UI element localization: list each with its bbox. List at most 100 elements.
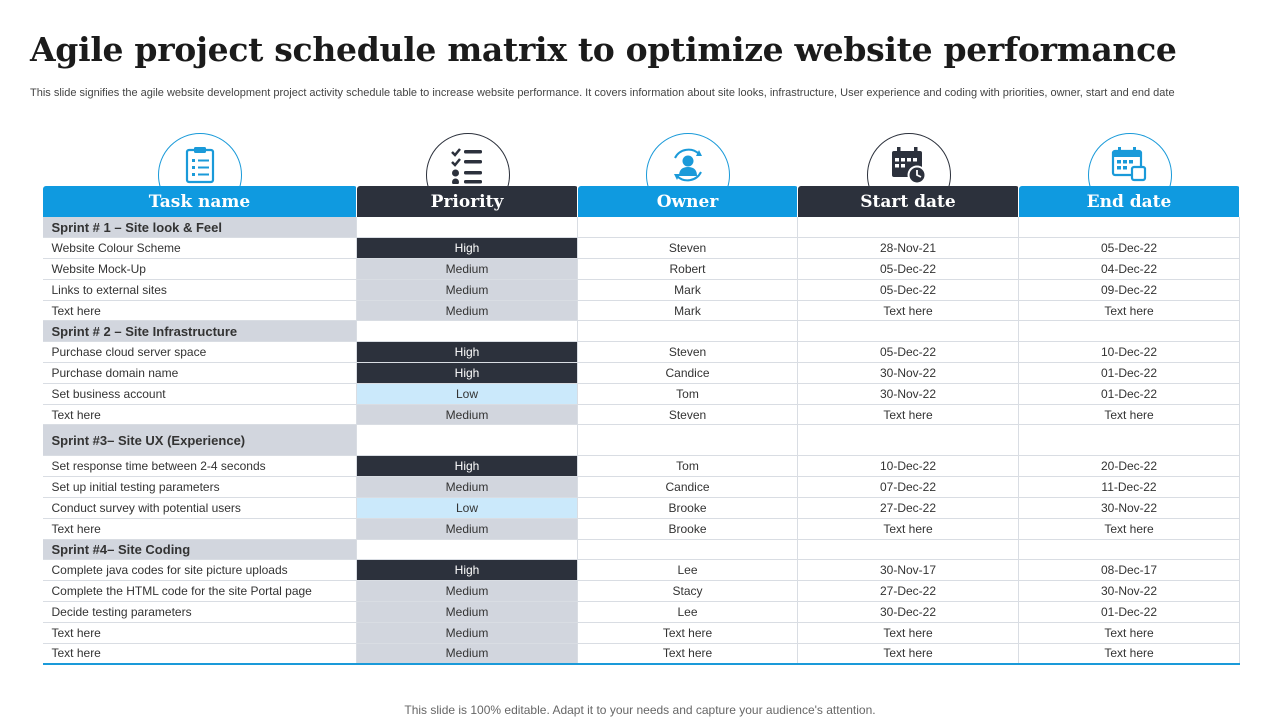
start-date-cell: 27-Dec-22 xyxy=(797,497,1019,519)
end-date-cell: 04-Dec-22 xyxy=(1018,258,1240,280)
start-date-cell: 28-Nov-21 xyxy=(797,237,1019,260)
header-icons xyxy=(42,132,1239,188)
priority-list-icon xyxy=(451,148,482,184)
owner-cell: Brooke xyxy=(577,497,798,519)
owner-cell: Text here xyxy=(577,622,798,644)
start-date-cell: 30-Dec-22 xyxy=(797,601,1019,623)
end-date-cell: Text here xyxy=(1018,643,1240,665)
page-title: Agile project schedule matrix to optimiz… xyxy=(30,30,1177,69)
sprint-row: Sprint # 2 – Site Infrastructure xyxy=(42,320,1240,343)
priority-cell: High xyxy=(356,559,578,582)
task-name-cell: Decide testing parameters xyxy=(42,601,357,623)
header-row: Task name Priority Owner Start date End … xyxy=(42,186,1240,217)
start-date-cell: 30-Nov-17 xyxy=(797,559,1019,582)
table-row: Set business account Low Tom 30-Nov-22 01-De… xyxy=(42,383,1240,405)
end-date-cell: 30-Nov-22 xyxy=(1018,497,1240,519)
end-date-cell: Text here xyxy=(1018,404,1240,426)
task-name-cell: Set response time between 2-4 seconds xyxy=(42,455,357,478)
end-date-cell: 08-Dec-17 xyxy=(1018,559,1240,582)
sprint-empty-cell xyxy=(577,539,798,561)
task-name-cell: Purchase cloud server space xyxy=(42,341,357,364)
sprint-label: Sprint #4– Site Coding xyxy=(42,539,357,561)
start-date-cell: Text here xyxy=(797,622,1019,644)
priority-cell: Medium xyxy=(356,258,578,280)
end-date-cell: 30-Nov-22 xyxy=(1018,580,1240,603)
end-date-cell: Text here xyxy=(1018,622,1240,644)
table-row: Set up initial testing parameters Medium C… xyxy=(42,476,1240,499)
start-date-cell: Text here xyxy=(797,643,1019,665)
table-row: Text here Medium Steven Text here Text here xyxy=(42,404,1240,426)
task-name-cell: Website Mock-Up xyxy=(42,258,357,280)
task-name-cell: Text here xyxy=(42,622,357,644)
icon-slot-task xyxy=(157,132,243,188)
calendar-clock-icon xyxy=(892,147,927,185)
priority-cell: Medium xyxy=(356,300,578,322)
start-date-cell: 30-Nov-22 xyxy=(797,362,1019,384)
start-date-cell: 30-Nov-22 xyxy=(797,383,1019,405)
task-name-cell: Set up initial testing parameters xyxy=(42,476,357,499)
sprint-label: Sprint #3– Site UX (Experience) xyxy=(42,424,357,457)
start-date-cell: Text here xyxy=(797,404,1019,426)
table-row: Text here Medium Mark Text here Text here xyxy=(42,300,1240,322)
sprint-empty-cell xyxy=(577,424,798,457)
start-date-cell: 07-Dec-22 xyxy=(797,476,1019,499)
sprint-empty-cell xyxy=(356,320,578,343)
table-row: Set response time between 2-4 seconds Hig… xyxy=(42,455,1240,478)
priority-cell: Medium xyxy=(356,476,578,499)
end-date-cell: 09-Dec-22 xyxy=(1018,279,1240,301)
sprint-empty-cell xyxy=(797,217,1019,239)
start-date-cell: 05-Dec-22 xyxy=(797,258,1019,280)
sprint-row: Sprint #3– Site UX (Experience) xyxy=(42,424,1240,457)
page-subtitle: This slide signifies the agile website d… xyxy=(30,87,1175,99)
task-name-cell: Text here xyxy=(42,643,357,665)
start-date-cell: 10-Dec-22 xyxy=(797,455,1019,478)
task-name-cell: Set business account xyxy=(42,383,357,405)
end-date-cell: 05-Dec-22 xyxy=(1018,237,1240,260)
priority-cell: Low xyxy=(356,497,578,519)
owner-cell: Robert xyxy=(577,258,798,280)
sprint-empty-cell xyxy=(1018,217,1240,239)
table-row: Links to external sites Medium Mark 05-Dec-… xyxy=(42,279,1240,301)
end-date-cell: 11-Dec-22 xyxy=(1018,476,1240,499)
table-row: Conduct survey with potential users Low Br… xyxy=(42,497,1240,519)
task-name-cell: Purchase domain name xyxy=(42,362,357,384)
task-name-cell: Text here xyxy=(42,518,357,540)
table-row: Decide testing parameters Medium Lee 30-Dec… xyxy=(42,601,1240,623)
task-name-cell: Conduct survey with potential users xyxy=(42,497,357,519)
task-name-cell: Text here xyxy=(42,300,357,322)
icon-slot-priority xyxy=(425,132,511,188)
footer-note: This slide is 100% editable. Adapt it to… xyxy=(404,703,876,717)
sprint-empty-cell xyxy=(797,320,1019,343)
owner-cell: Mark xyxy=(577,279,798,301)
table-row: Text here Medium Text here Text here Text he… xyxy=(42,622,1240,644)
owner-cell: Text here xyxy=(577,643,798,665)
end-date-cell: 20-Dec-22 xyxy=(1018,455,1240,478)
priority-cell: Medium xyxy=(356,601,578,623)
priority-cell: High xyxy=(356,341,578,364)
owner-cell: Lee xyxy=(577,601,798,623)
start-date-cell: 05-Dec-22 xyxy=(797,279,1019,301)
table-row: Website Mock-Up Medium Robert 05-Dec-22 04-D… xyxy=(42,258,1240,280)
end-date-cell: 01-Dec-22 xyxy=(1018,601,1240,623)
sprint-empty-cell xyxy=(356,217,578,239)
owner-cell: Mark xyxy=(577,300,798,322)
priority-cell: Medium xyxy=(356,404,578,426)
task-name-cell: Links to external sites xyxy=(42,279,357,301)
end-date-cell: Text here xyxy=(1018,300,1240,322)
end-date-cell: 10-Dec-22 xyxy=(1018,341,1240,364)
sprint-row: Sprint # 1 – Site look & Feel xyxy=(42,217,1240,239)
priority-cell: High xyxy=(356,362,578,384)
sprint-row: Sprint #4– Site Coding xyxy=(42,539,1240,561)
header-end-date: End date xyxy=(1018,186,1240,217)
sprint-empty-cell xyxy=(797,539,1019,561)
header-task-name: Task name xyxy=(42,186,357,217)
table-row: Purchase cloud server space High Steven 05-… xyxy=(42,341,1240,364)
owner-cell: Steven xyxy=(577,404,798,426)
end-date-cell: 01-Dec-22 xyxy=(1018,383,1240,405)
owner-cell: Lee xyxy=(577,559,798,582)
owner-cell: Candice xyxy=(577,476,798,499)
icon-slot-end-date xyxy=(1087,132,1173,188)
owner-cell: Tom xyxy=(577,455,798,478)
task-name-cell: Website Colour Scheme xyxy=(42,237,357,260)
task-name-cell: Text here xyxy=(42,404,357,426)
